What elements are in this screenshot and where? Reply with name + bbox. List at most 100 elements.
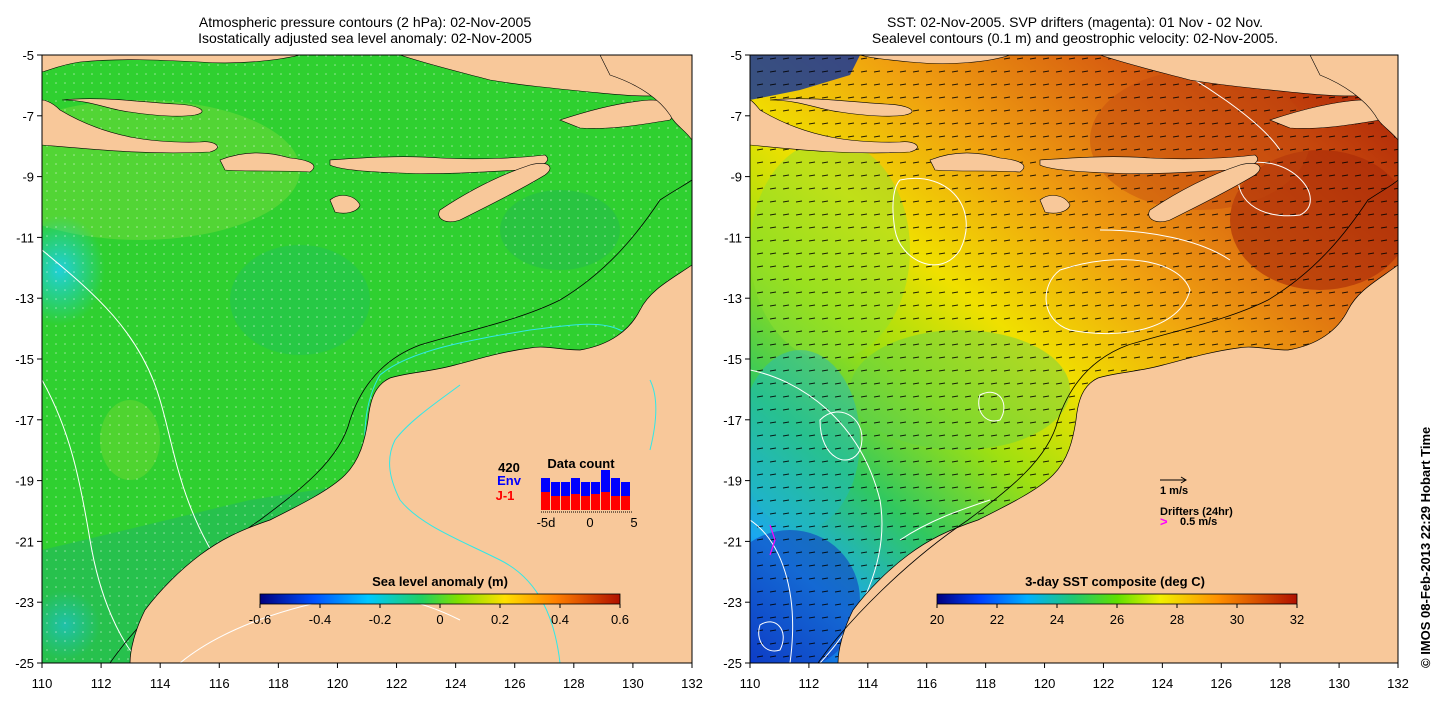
drifter-symbol: >	[1160, 514, 1168, 529]
left-australia	[129, 264, 692, 663]
left-colorbar-tick: 0.2	[491, 612, 509, 627]
left-x-tick-label: 124	[445, 676, 467, 691]
drifters-label: Drifters (24hr)	[1160, 506, 1233, 518]
right-x-tick-label: 120	[1034, 676, 1056, 691]
left-y-tick-label: -5	[22, 48, 34, 63]
left-x-tick-label: 116	[209, 676, 230, 691]
left-x-tick-label: 120	[327, 676, 349, 691]
left-x-tick-label: 118	[268, 676, 289, 691]
left-x-tick-label: 114	[150, 676, 171, 691]
right-x-tick-label: 112	[799, 676, 820, 691]
left-x-tick-label: 128	[563, 676, 585, 691]
left-colorbar-tick: 0.4	[551, 612, 569, 627]
drifter-track	[769, 524, 776, 556]
left-y-tick-label: -9	[22, 170, 34, 185]
left-x-tick-label: 122	[386, 676, 408, 691]
left-x-tick-label: 130	[622, 676, 644, 691]
right-y-tick-label: -19	[723, 474, 742, 489]
left-colorbar-tick: -0.2	[369, 612, 391, 627]
data-count-inset: 420 Env J-1 Data count -5d 0 5	[496, 456, 638, 530]
left-y-tick-label: -25	[15, 656, 34, 671]
left-x-tick-label: 110	[32, 676, 53, 691]
right-title-line2: Sealevel contours (0.1 m) and geostrophi…	[871, 30, 1279, 46]
data-count-x-mid: 0	[586, 515, 593, 530]
right-australia	[837, 264, 1398, 663]
right-x-tick-label: 132	[1387, 676, 1409, 691]
left-colorbar-tick: -0.4	[309, 612, 331, 627]
drifters-key-label: 0.5 m/s	[1180, 516, 1217, 528]
right-y-tick-label: -5	[730, 48, 742, 63]
right-colorbar-tick: 22	[990, 612, 1004, 627]
data-count-j1-bar	[571, 494, 580, 510]
left-colorbar-scale	[259, 593, 621, 605]
data-count-x-max: 5	[630, 515, 637, 530]
data-count-j1-bar	[541, 492, 550, 510]
data-count-j1-bar	[561, 496, 570, 510]
right-x-tick-label: 126	[1210, 676, 1232, 691]
left-title-line2: Isostatically adjusted sea level anomaly…	[198, 30, 532, 46]
right-y-tick-label: -7	[730, 109, 742, 124]
data-count-x-min: -5d	[537, 515, 556, 530]
left-y-tick-label: -15	[15, 352, 34, 367]
velocity-key: 1 m/s Drifters (24hr) > 0.5 m/s	[1160, 476, 1233, 529]
right-islands	[750, 55, 1398, 222]
left-y-tick-label: -19	[15, 474, 34, 489]
left-y-tick-label: -7	[22, 109, 34, 124]
right-colorbar-tick: 28	[1170, 612, 1184, 627]
velocity-key-label: 1 m/s	[1160, 485, 1188, 497]
right-y-tick-label: -15	[723, 352, 742, 367]
left-y-tick-label: -17	[15, 413, 34, 428]
right-title-line1: SST: 02-Nov-2005. SVP drifters (magenta)…	[886, 14, 1264, 30]
right-y-tick-label: -21	[723, 534, 742, 549]
right-x-tick-label: 114	[857, 676, 878, 691]
right-x-tick-label: 118	[975, 676, 996, 691]
left-colorbar-tick: 0.6	[611, 612, 629, 627]
right-colorbar-tick: 26	[1110, 612, 1124, 627]
left-colorbar-tick: -0.6	[249, 612, 271, 627]
data-count-env-bar	[611, 478, 620, 510]
left-x-tick-label: 132	[681, 676, 703, 691]
data-count-title: Data count	[547, 456, 615, 471]
data-count-j1-bar	[591, 494, 600, 510]
left-x-tick-label: 112	[91, 676, 112, 691]
data-count-j1-bar	[611, 496, 620, 510]
data-count-env-label: Env	[497, 473, 522, 488]
left-colorbar-tick: 0	[436, 612, 443, 627]
data-count-j1-bar	[621, 496, 630, 510]
right-colorbar: 3-day SST composite (deg C) 20 22 24 26 28 30…	[930, 574, 1304, 627]
right-map	[750, 55, 1398, 663]
left-islands	[42, 55, 692, 222]
right-x-tick-label: 124	[1152, 676, 1174, 691]
right-colorbar-tick: 24	[1050, 612, 1064, 627]
right-x-tick-label: 128	[1269, 676, 1291, 691]
right-y-tick-label: -25	[723, 656, 742, 671]
right-x-tick-label: 110	[740, 676, 761, 691]
left-y-tick-label: -13	[15, 291, 34, 306]
right-y-tick-label: -23	[723, 595, 742, 610]
left-x-tick-label: 126	[504, 676, 526, 691]
data-count-j1-bar	[551, 496, 560, 510]
left-colorbar: Sea level anomaly (m) -0.6 -0.4 -0.2 0 0.2 0.…	[249, 574, 629, 627]
right-colorbar-tick: 30	[1230, 612, 1244, 627]
left-y-tick-label: -23	[15, 595, 34, 610]
left-y-tick-label: -21	[15, 534, 34, 549]
credit-text: © IMOS 08-Feb-2013 22:29 Hobart Time	[1418, 426, 1433, 668]
data-count-j1-bar	[581, 496, 590, 510]
right-y-tick-label: -9	[730, 170, 742, 185]
right-colorbar-title: 3-day SST composite (deg C)	[1025, 574, 1205, 589]
right-x-tick-label: 122	[1093, 676, 1115, 691]
right-colorbar-tick: 32	[1290, 612, 1304, 627]
left-title-line1: Atmospheric pressure contours (2 hPa): 0…	[198, 14, 532, 30]
right-x-tick-label: 130	[1328, 676, 1350, 691]
data-count-j1-bar	[601, 492, 610, 510]
right-y-tick-label: -17	[723, 413, 742, 428]
data-count-j1-label: J-1	[496, 488, 515, 503]
left-map	[42, 55, 692, 663]
data-count-max: 420	[498, 460, 520, 475]
right-colorbar-tick: 20	[930, 612, 944, 627]
left-colorbar-title: Sea level anomaly (m)	[372, 574, 508, 589]
left-y-tick-label: -11	[16, 230, 34, 245]
right-y-tick-label: -11	[724, 230, 742, 245]
data-count-env-bar	[601, 470, 610, 510]
